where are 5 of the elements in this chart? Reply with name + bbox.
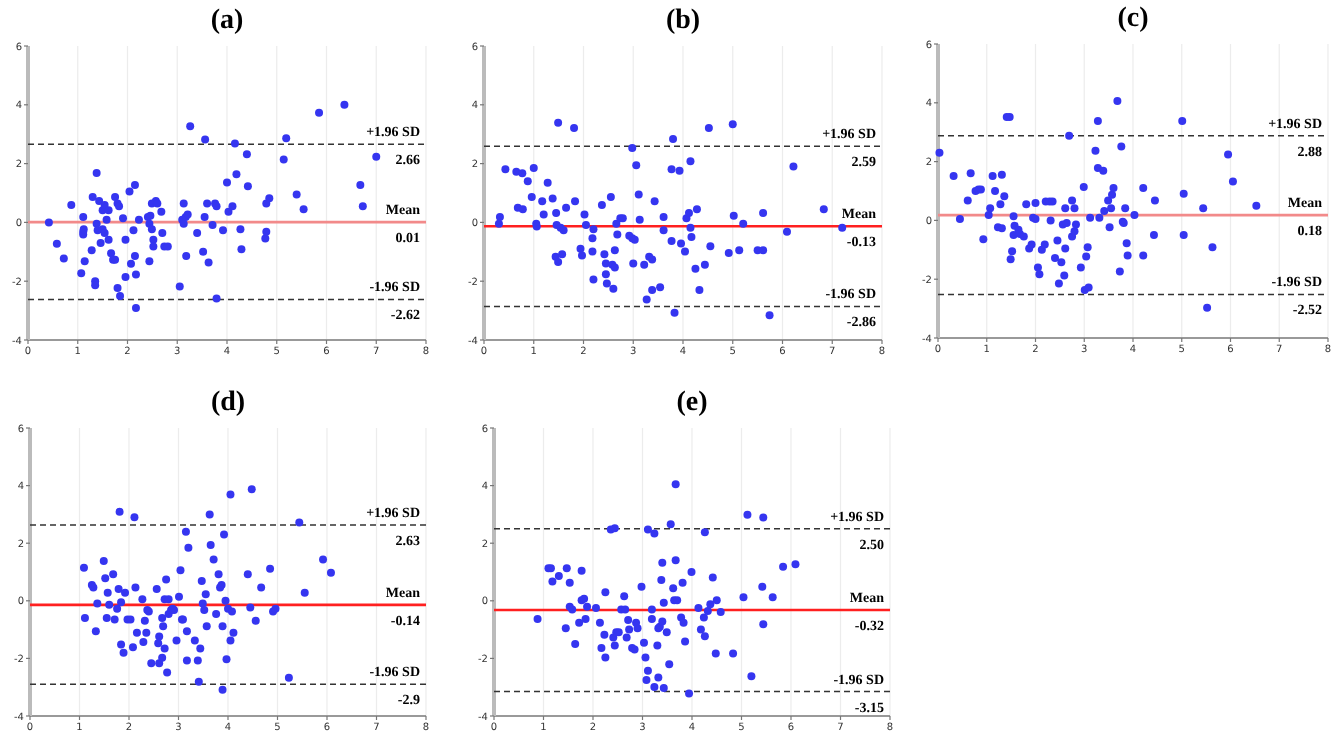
chart-title: (e) [676, 388, 709, 418]
chart-title: (c) [1117, 4, 1150, 34]
chart-title: (b) [665, 6, 701, 36]
chart-title: (a) [210, 6, 244, 36]
chart-title: (d) [210, 388, 246, 418]
